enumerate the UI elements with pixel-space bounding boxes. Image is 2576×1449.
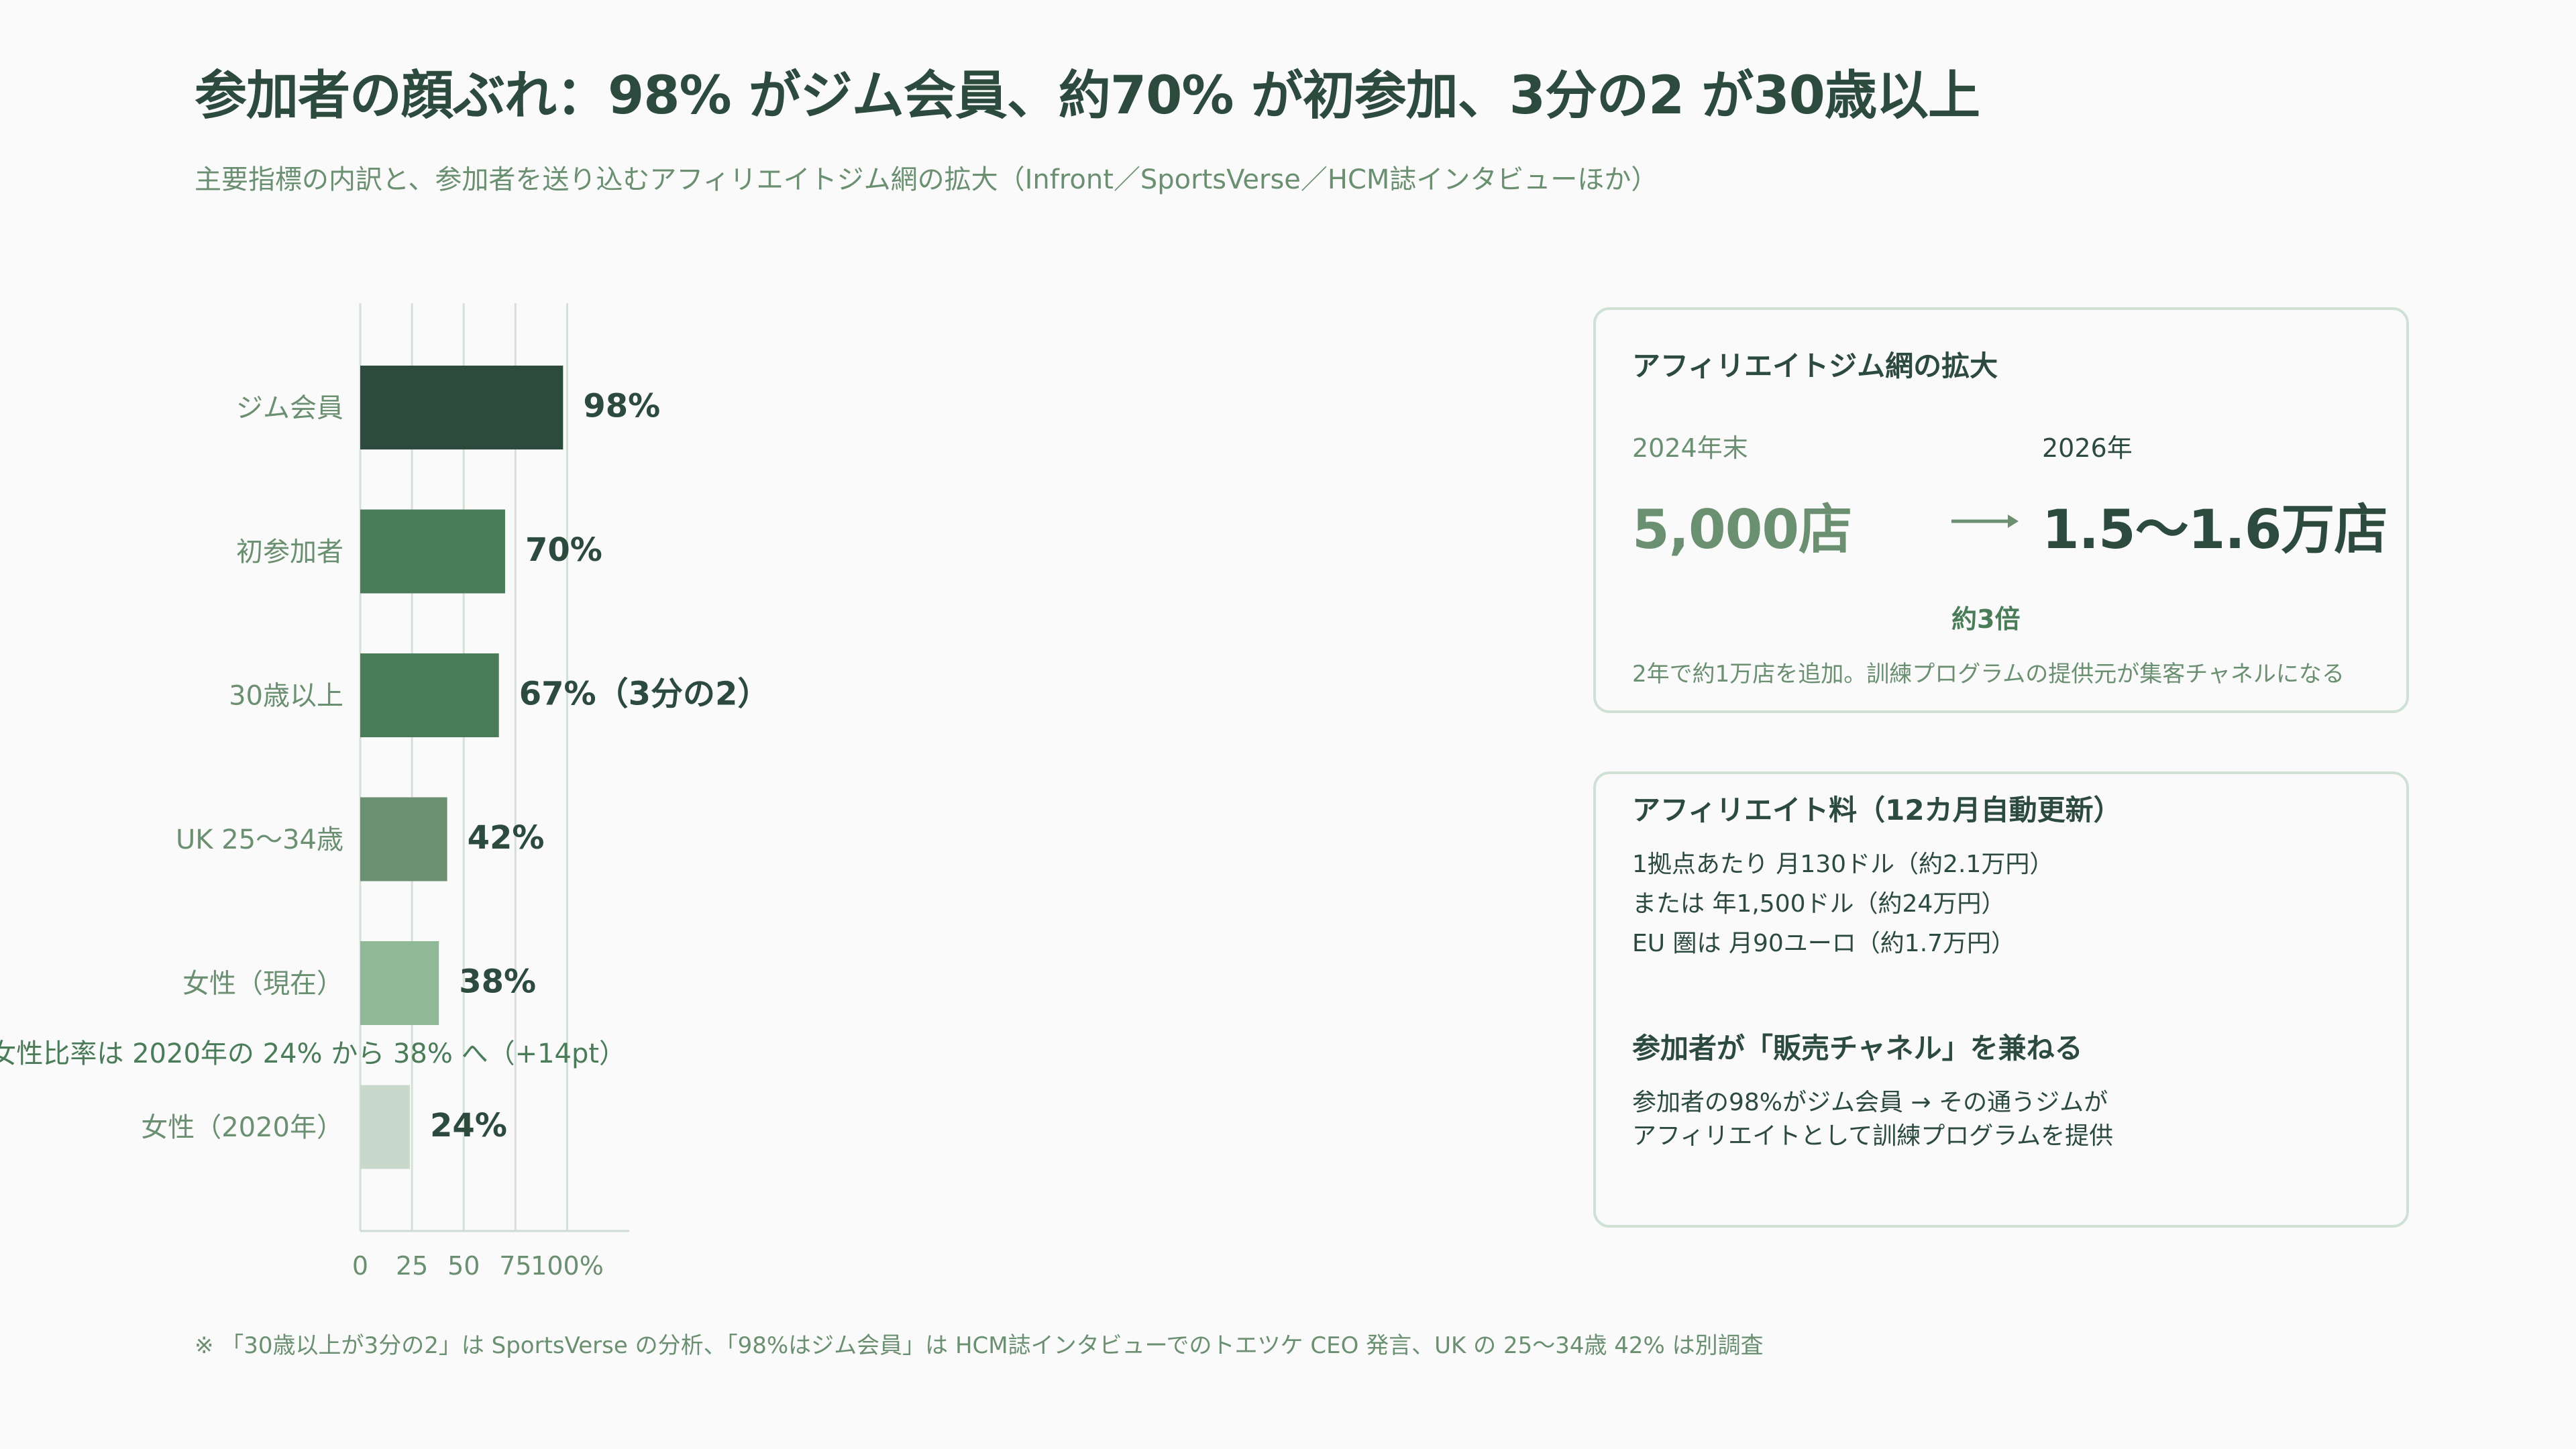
category-label: 女性（2020年） [141,1112,343,1143]
x-tick-label: 25 [396,1251,428,1281]
to-year-label: 2026年 [2042,433,2133,463]
bar [360,366,564,449]
category-label: UK 25〜34歳 [176,824,343,855]
bar [360,653,499,737]
bar [360,941,439,1025]
to-value: 1.5〜1.6万店 [2042,498,2387,561]
fee-card-title: アフィリエイト料（12カ月自動更新） [1632,794,2122,826]
value-label: 42% [468,819,545,857]
from-year-label: 2024年末 [1632,433,1748,463]
value-label: 98% [583,388,660,425]
value-label: 24% [430,1107,507,1144]
bar [360,509,505,594]
footnote: ※ 「30歳以上が3分の2」は SportsVerse の分析、「98%はジム会… [195,1332,1764,1359]
page-title: 参加者の顔ぶれ：98% がジム会員、約70% が初参加、3分の2 が30歳以上 [195,66,1980,126]
value-label: 38% [459,963,536,1001]
expansion-note: 2年で約1万店を追加。訓練プログラムの提供元が集客チャネルになる [1632,661,2345,688]
expansion-card-title: アフィリエイトジム網の拡大 [1632,350,1998,382]
fee-line: 1拠点あたり 月130ドル（約2.1万円） [1632,851,2054,878]
fee-line: または 年1,500ドル（約24万円） [1632,890,2006,918]
from-value: 5,000店 [1632,498,1852,561]
value-label: 67%（3分の2） [519,676,770,713]
arrow-right-icon [1951,515,2019,528]
affiliate-fee-card: アフィリエイト料（12カ月自動更新） 1拠点あたり 月130ドル（約2.1万円）… [1593,771,2409,1228]
value-label: 70% [525,531,602,569]
x-tick-label: 75 [499,1251,531,1281]
category-label: 30歳以上 [229,681,343,712]
x-tick-label: 100% [531,1251,604,1281]
chart-annotation: 女性比率は 2020年の 24% から 38% へ（+14pt） [0,1038,626,1069]
bar [360,1085,411,1169]
page-subtitle: 主要指標の内訳と、参加者を送り込むアフィリエイトジム網の拡大（Infront／S… [195,164,1658,195]
affiliate-expansion-card: アフィリエイトジム網の拡大 2024年末 2026年 5,000店 1.5〜1.… [1593,307,2409,713]
sales-channel-title: 参加者が「販売チャネル」を兼ねる [1632,1032,2083,1065]
sales-channel-line: 参加者の98%がジム会員 → その通うジムが [1632,1089,2108,1116]
category-label: ジム会員 [236,393,343,424]
category-label: 初参加者 [236,537,343,568]
bar [360,797,447,881]
category-label: 女性（現在） [182,969,343,1000]
x-tick-label: 50 [447,1251,480,1281]
growth-multiplier: 約3倍 [1951,604,2021,634]
fee-line: EU 圏は 月90ユーロ（約1.7万円） [1632,930,2016,957]
x-tick-label: 0 [352,1251,368,1281]
sales-channel-line: アフィリエイトとして訓練プログラムを提供 [1632,1122,2114,1150]
